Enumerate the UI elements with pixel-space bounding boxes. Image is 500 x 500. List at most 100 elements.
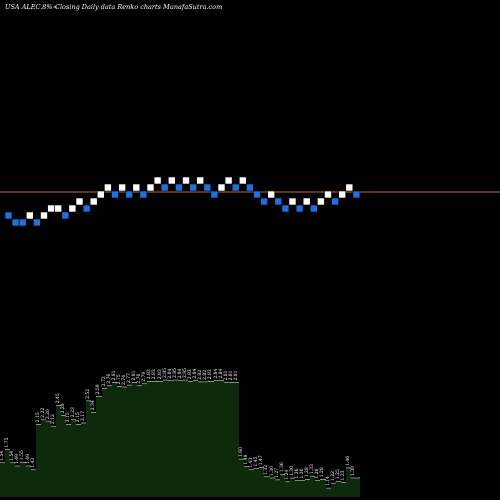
volume-value-label: 1.47: [258, 455, 264, 465]
volume-value-label: 1.45: [253, 456, 259, 466]
renko-brick: [309, 204, 318, 213]
renko-brick: [239, 176, 247, 185]
renko-brick: [288, 197, 297, 206]
renko-brick: [118, 183, 126, 192]
renko-brick: [168, 176, 176, 185]
volume-value-label: 1.48: [243, 454, 249, 464]
volume-value-label: 2.17: [80, 411, 86, 421]
volume-value-label: 1.28: [319, 467, 325, 477]
renko-brick: [25, 211, 34, 220]
volume-value-label: 1.25: [335, 469, 341, 479]
renko-brick: [139, 190, 148, 199]
volume-value-label: 1.75: [4, 437, 10, 447]
volume-value-label: 1.33: [309, 464, 315, 474]
volume-value-label: 1.28: [304, 467, 310, 477]
renko-brick: [111, 190, 119, 199]
volume-value-label: 2.74: [121, 375, 127, 385]
renko-brick: [331, 197, 339, 206]
renko-brick: [146, 183, 155, 192]
volume-area: [0, 380, 360, 497]
renko-brick: [132, 183, 141, 192]
renko-brick: [260, 197, 268, 206]
volume-value-label: 2.83: [207, 369, 213, 379]
renko-brick: [231, 183, 240, 192]
volume-value-label: 1.23: [340, 470, 346, 480]
volume-value-label: 1.24: [284, 470, 290, 480]
renko-brick: [196, 176, 204, 185]
volume-value-label: 2.81: [223, 370, 229, 380]
renko-brick: [33, 218, 41, 227]
volume-value-label: 1.54: [9, 451, 15, 461]
renko-brick: [182, 176, 190, 185]
volume-value-label: 2.82: [197, 370, 203, 380]
ticker-label: USA ALEC.8%~: [5, 3, 58, 11]
chart-subtitle: Closing Daily data Renko charts MunafaSu…: [55, 3, 222, 11]
volume-value-label: 1.30: [289, 466, 295, 476]
volume-value-label: 1.27: [274, 468, 280, 478]
volume-value-label: 2.29: [60, 403, 66, 413]
renko-brick: [317, 197, 325, 206]
volume-value-label: 2.34: [90, 400, 96, 410]
volume-value-label: 2.77: [126, 373, 132, 383]
renko-brick: [4, 211, 13, 220]
volume-value-label: 2.45: [55, 393, 61, 403]
volume-value-label: 2.79: [141, 372, 147, 382]
volume-value-label: 2.85: [172, 368, 178, 378]
renko-brick: [125, 190, 133, 199]
volume-value-label: 1.30: [269, 466, 275, 476]
volume-value-label: 2.84: [192, 368, 198, 378]
volume-panel: [0, 379, 360, 497]
volume-value-label: 2.85: [162, 368, 168, 378]
volume-value-label: 1.26: [294, 468, 300, 478]
renko-brick: [324, 190, 332, 199]
volume-value-label: 1.46: [345, 456, 351, 466]
volume-value-label: 2.15: [65, 412, 71, 422]
volume-value-label: 1.26: [314, 468, 320, 478]
renko-brick: [217, 183, 226, 192]
volume-value-label: 2.84: [167, 368, 173, 378]
renko-brick: [18, 218, 27, 227]
renko-brick: [175, 183, 183, 192]
renko-brick: [11, 218, 20, 227]
renko-brick: [224, 176, 233, 185]
volume-value-label: 2.76: [106, 374, 112, 384]
volume-value-label: 2.81: [233, 370, 239, 380]
volume-value-label: 2.72: [101, 376, 107, 386]
renko-brick: [82, 204, 91, 213]
renko-brick: [189, 183, 197, 192]
renko-brick: [68, 204, 77, 213]
volume-value-label: 1.14: [325, 476, 331, 486]
renko-brick: [61, 211, 70, 220]
volume-value-label: 1.22: [330, 471, 336, 481]
volume-value-label: 2.84: [218, 368, 224, 378]
renko-brick: [203, 183, 212, 192]
volume-value-label: 1.49: [25, 454, 31, 464]
volume-value-label: 2.83: [157, 369, 163, 379]
volume-value-label: 1.49: [14, 454, 20, 464]
renko-brick: [253, 190, 261, 199]
volume-value-label: 1.36: [279, 462, 285, 472]
volume-value-label: 2.81: [131, 370, 137, 380]
renko-brick: [97, 190, 105, 199]
volume-value-label: 2.23: [70, 407, 76, 417]
volume-value-label: 2.75: [116, 374, 122, 384]
renko-brick: [160, 183, 169, 192]
renko-bricks: [4, 176, 361, 227]
volume-labels: 1.541.751.54 1.49 1.55 1.49 1.432.15 2.22 2.20…: [0, 368, 356, 486]
volume-value-label: 2.52: [85, 389, 91, 399]
volume-value-label: 2.15: [35, 412, 41, 422]
volume-value-label: 2.81: [111, 370, 117, 380]
renko-brick: [246, 183, 254, 192]
volume-value-label: 2.82: [202, 370, 208, 380]
renko-brick: [89, 197, 98, 206]
volume-value-label: 1.32: [263, 465, 269, 475]
renko-brick: [40, 211, 48, 220]
volume-value-label: 2.84: [177, 368, 183, 378]
volume-value-label: 2.12: [50, 414, 56, 424]
renko-brick: [281, 204, 290, 213]
renko-brick: [54, 204, 63, 213]
renko-brick: [104, 183, 112, 192]
volume-value-label: 1.54: [0, 451, 5, 461]
